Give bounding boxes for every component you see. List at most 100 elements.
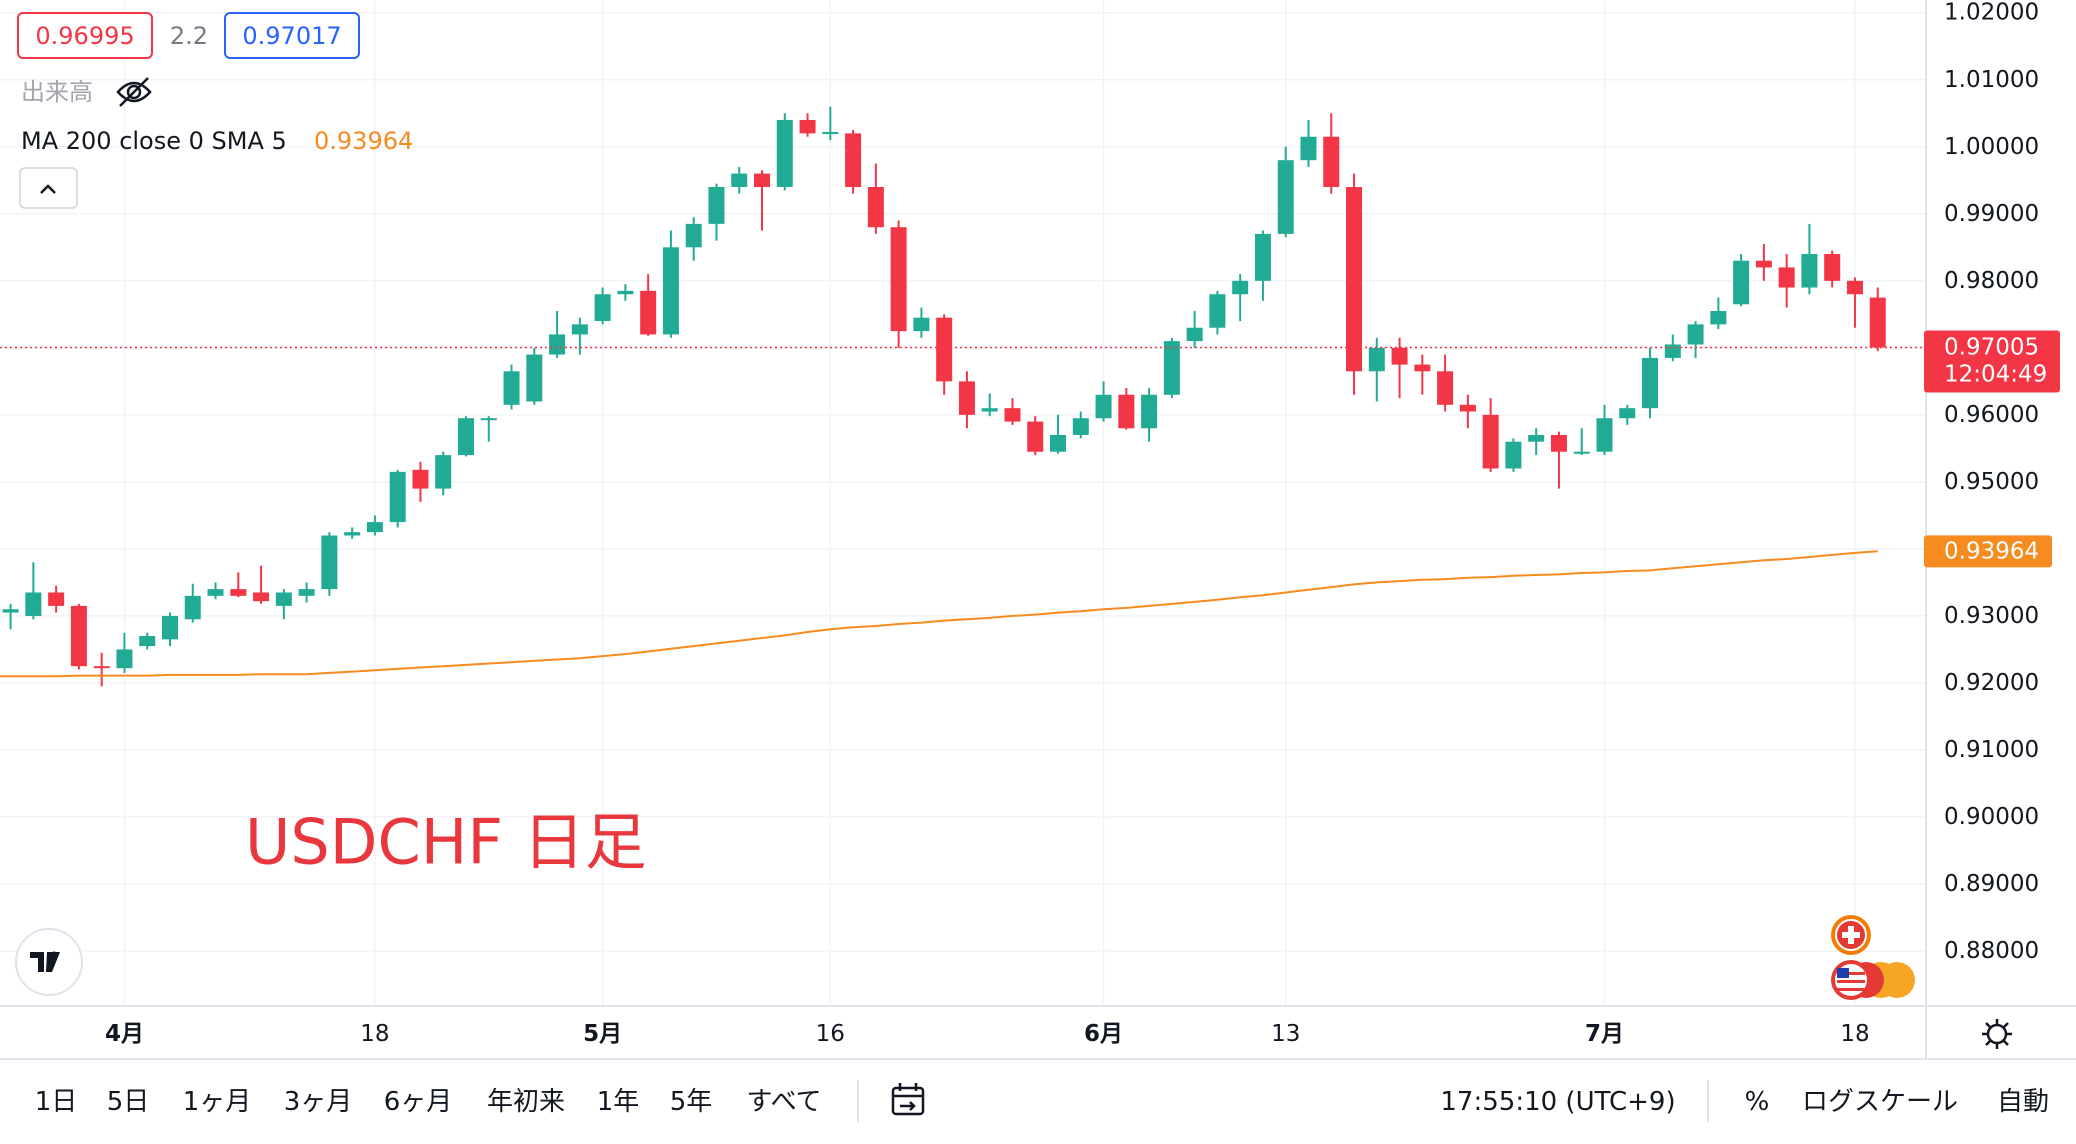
plot bbox=[0, 106, 1926, 687]
range-button[interactable]: 年初来 bbox=[487, 1087, 565, 1117]
candle-body bbox=[549, 334, 566, 355]
candle-body bbox=[708, 186, 725, 224]
candle-body bbox=[1050, 434, 1067, 452]
range-button[interactable]: 1ヶ月 bbox=[183, 1087, 252, 1117]
range-button[interactable]: 3ヶ月 bbox=[284, 1087, 353, 1117]
candle-body bbox=[207, 589, 224, 596]
candle-body bbox=[230, 589, 247, 596]
candle-body bbox=[321, 535, 338, 590]
last-price-label: 0.97005 bbox=[1944, 335, 2039, 361]
candle-body bbox=[48, 592, 65, 606]
y-tick-label: 1.00000 bbox=[1944, 134, 2039, 160]
candle-body bbox=[1710, 310, 1727, 325]
bid-box bbox=[17, 12, 153, 59]
x-axis: 4月 18 5月 16 6月 13 7月 18 bbox=[105, 1021, 1870, 1047]
candle-body bbox=[139, 636, 156, 647]
settings-icon[interactable] bbox=[1982, 1019, 2012, 1049]
x-tick-label: 16 bbox=[816, 1021, 845, 1047]
candle-body bbox=[1550, 434, 1567, 452]
ask-box bbox=[224, 12, 360, 59]
candle-body bbox=[890, 227, 907, 332]
candle-body bbox=[184, 595, 201, 620]
candle-body bbox=[571, 324, 588, 335]
bid: 0.96995 bbox=[35, 22, 134, 50]
candle-body bbox=[685, 223, 702, 248]
range-button[interactable]: すべて bbox=[746, 1087, 821, 1117]
candle-body bbox=[594, 294, 611, 322]
candle-body bbox=[1232, 280, 1249, 295]
candle-body bbox=[1163, 341, 1180, 395]
collapse-icon bbox=[40, 184, 56, 194]
range-button[interactable]: 5日 bbox=[107, 1087, 150, 1117]
candle-body bbox=[662, 247, 679, 335]
candle-body bbox=[1528, 434, 1545, 442]
candle-body bbox=[93, 666, 110, 669]
candle-body bbox=[1186, 327, 1203, 342]
candle-body bbox=[754, 173, 771, 187]
candle-body bbox=[1391, 347, 1408, 365]
range-button[interactable]: 1日 bbox=[35, 1087, 78, 1117]
candle-body bbox=[1072, 418, 1089, 435]
grid bbox=[0, 0, 1926, 1006]
range-button[interactable]: 5年 bbox=[670, 1087, 713, 1117]
candle-body bbox=[776, 119, 793, 187]
y-tick-label: 0.90000 bbox=[1944, 804, 2039, 830]
candle-body bbox=[1346, 186, 1363, 372]
candle-body bbox=[1209, 294, 1226, 328]
x-tick-label: 4月 bbox=[105, 1021, 144, 1047]
candle-body bbox=[1277, 160, 1294, 234]
y-tick-label: 0.99000 bbox=[1944, 201, 2039, 227]
candle-body bbox=[822, 132, 839, 135]
candle-body bbox=[70, 605, 87, 667]
y-tick-label: 1.02000 bbox=[1944, 0, 2039, 26]
range-button[interactable]: 6ヶ月 bbox=[384, 1087, 453, 1117]
indicator-label: MA 200 close 0 SMA 5 bbox=[21, 127, 287, 155]
candle-body bbox=[116, 649, 133, 669]
y-tick-label: 0.93000 bbox=[1944, 603, 2039, 629]
log-scale-toggle[interactable]: ログスケール bbox=[1802, 1087, 1958, 1117]
candle-body bbox=[389, 471, 406, 523]
percent-toggle[interactable]: % bbox=[1745, 1087, 1770, 1117]
last-price-box bbox=[1924, 330, 2060, 393]
y-tick-label: 0.91000 bbox=[1944, 737, 2039, 763]
tv-logo-dot bbox=[50, 951, 58, 959]
candle-body bbox=[799, 119, 816, 134]
candle-body bbox=[161, 615, 178, 640]
candle-body bbox=[1573, 451, 1590, 454]
candle-body bbox=[2, 609, 19, 613]
candle-body bbox=[1254, 233, 1271, 281]
x-tick-label: 13 bbox=[1271, 1021, 1300, 1047]
candle-body bbox=[1824, 254, 1841, 281]
candle-body bbox=[867, 186, 884, 228]
range-buttons: 1日 5日 1ヶ月 3ヶ月 6ヶ月 年初来 1年 5年 すべて bbox=[35, 1087, 822, 1117]
candle-body bbox=[1437, 371, 1454, 405]
range-button[interactable]: 1年 bbox=[597, 1087, 640, 1117]
candle-body bbox=[366, 522, 383, 533]
candle-body bbox=[640, 290, 657, 335]
y-tick-label: 0.88000 bbox=[1944, 938, 2039, 964]
x-tick-label: 6月 bbox=[1084, 1021, 1123, 1047]
y-tick-label: 0.92000 bbox=[1944, 670, 2039, 696]
volume-label: 出来高 bbox=[21, 78, 93, 106]
candle-body bbox=[913, 317, 930, 332]
candle-body bbox=[958, 381, 975, 415]
candle-body bbox=[1664, 344, 1681, 358]
candle-body bbox=[1095, 394, 1112, 419]
event-icons[interactable] bbox=[1831, 915, 1915, 1000]
hide-icon[interactable] bbox=[116, 77, 152, 107]
candle-body bbox=[1004, 408, 1021, 422]
auto-toggle[interactable]: 自動 bbox=[1997, 1087, 2049, 1117]
icon-clip bbox=[1922, 956, 1926, 1006]
candle-body bbox=[298, 589, 315, 596]
candle-body bbox=[1027, 421, 1044, 452]
countdown-label: 12:04:49 bbox=[1944, 362, 2047, 388]
candle-body bbox=[1596, 418, 1613, 452]
goto-date-icon[interactable] bbox=[891, 1083, 925, 1116]
candle-body bbox=[1733, 260, 1750, 305]
y-tick-label: 0.96000 bbox=[1944, 402, 2039, 428]
candle-body bbox=[1414, 364, 1431, 372]
candle-body bbox=[1300, 136, 1317, 161]
clock[interactable]: 17:55:10 (UTC+9) bbox=[1440, 1087, 1675, 1117]
price-axis bbox=[1926, 0, 2076, 1006]
